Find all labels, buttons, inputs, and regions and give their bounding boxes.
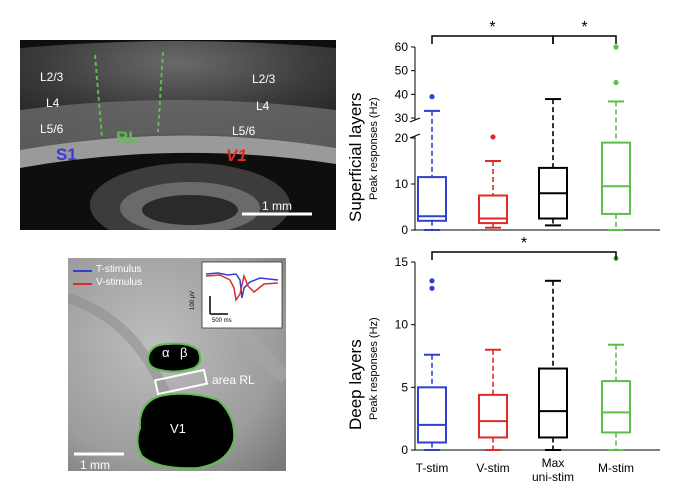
area-rl-label: area RL bbox=[212, 373, 255, 387]
v1-region-label: V1 bbox=[170, 421, 186, 436]
superficial-significance-bracket bbox=[552, 35, 617, 44]
superficial-significance-bracket bbox=[431, 35, 554, 44]
superficial-v-stim-outlier bbox=[490, 134, 496, 140]
deep-y-tick-label: 0 bbox=[401, 443, 408, 457]
superficial-t-stim-outlier bbox=[429, 94, 435, 100]
layer-label-right-l56: L5/6 bbox=[232, 124, 256, 138]
area-label-rl: RL bbox=[116, 128, 139, 147]
x-tick-label: T-stim bbox=[416, 461, 449, 475]
x-tick-label: V-stim bbox=[476, 461, 509, 475]
superficial-significance-star: * bbox=[489, 19, 495, 36]
layer-label-left-l56: L5/6 bbox=[40, 122, 64, 136]
superficial-m-stim-box bbox=[601, 141, 631, 215]
barrel-label-alpha: α bbox=[162, 345, 170, 360]
imaging-image bbox=[68, 258, 286, 471]
superficial-t-stim-box bbox=[417, 176, 447, 222]
deep-y-tick-label: 10 bbox=[395, 318, 409, 332]
superficial-m-stim-outlier bbox=[613, 79, 619, 86]
deep-max-uni-stim-box bbox=[538, 367, 568, 439]
deep-significance-bracket bbox=[431, 251, 617, 260]
deep-t-stim-box bbox=[417, 386, 447, 444]
barrel-label-beta: β bbox=[180, 345, 188, 360]
superficial-y-tick-label: 0 bbox=[401, 223, 408, 237]
area-label-v1: V1 bbox=[226, 146, 247, 165]
deep-significance-star: * bbox=[521, 235, 527, 252]
superficial-axis-break-mark bbox=[409, 117, 421, 123]
superficial-y-tick-label: 50 bbox=[395, 64, 409, 78]
inset-scale-x-label: 500 ms bbox=[212, 318, 232, 324]
superficial-axis-break-mark bbox=[409, 133, 421, 139]
superficial-y-tick-label: 60 bbox=[395, 40, 409, 54]
superficial-y-tick-label: 30 bbox=[395, 111, 409, 125]
layer-label-right-l4: L4 bbox=[256, 99, 270, 113]
imaging-scale-bar-label: 1 mm bbox=[80, 458, 110, 472]
deep-m-stim-box bbox=[601, 380, 631, 434]
x-tick-label: uni-stim bbox=[532, 470, 574, 484]
deep-y-tick-label: 5 bbox=[401, 380, 408, 394]
superficial-significance-star: * bbox=[581, 19, 587, 36]
superficial-axis-break-gap bbox=[411, 120, 420, 136]
legend-v-stimulus: V-stimulus bbox=[96, 277, 143, 288]
superficial-y-tick-label: 40 bbox=[395, 87, 409, 101]
deep-t-stim-outlier bbox=[429, 285, 435, 291]
histology-image bbox=[20, 40, 336, 230]
deep-t-stim-outlier bbox=[429, 278, 435, 284]
superficial-y-tick-label: 10 bbox=[395, 177, 409, 191]
legend-t-stimulus: T-stimulus bbox=[96, 264, 142, 275]
superficial-v-stim-box bbox=[478, 194, 508, 225]
superficial-m-stim-outlier bbox=[613, 44, 619, 50]
x-tick-label: M-stim bbox=[598, 461, 634, 475]
deep-y-tick-label: 15 bbox=[395, 255, 409, 269]
superficial-y-tick-label: 20 bbox=[395, 131, 409, 145]
area-label-s1: S1 bbox=[56, 145, 77, 164]
layer-label-left-l4: L4 bbox=[46, 96, 60, 110]
layer-label-left-l23: L2/3 bbox=[40, 70, 64, 84]
deep-v-stim-box bbox=[478, 393, 508, 439]
x-tick-label: Max bbox=[542, 456, 565, 470]
layer-label-right-l23: L2/3 bbox=[252, 72, 276, 86]
histology-scale-bar-label: 1 mm bbox=[262, 199, 292, 213]
